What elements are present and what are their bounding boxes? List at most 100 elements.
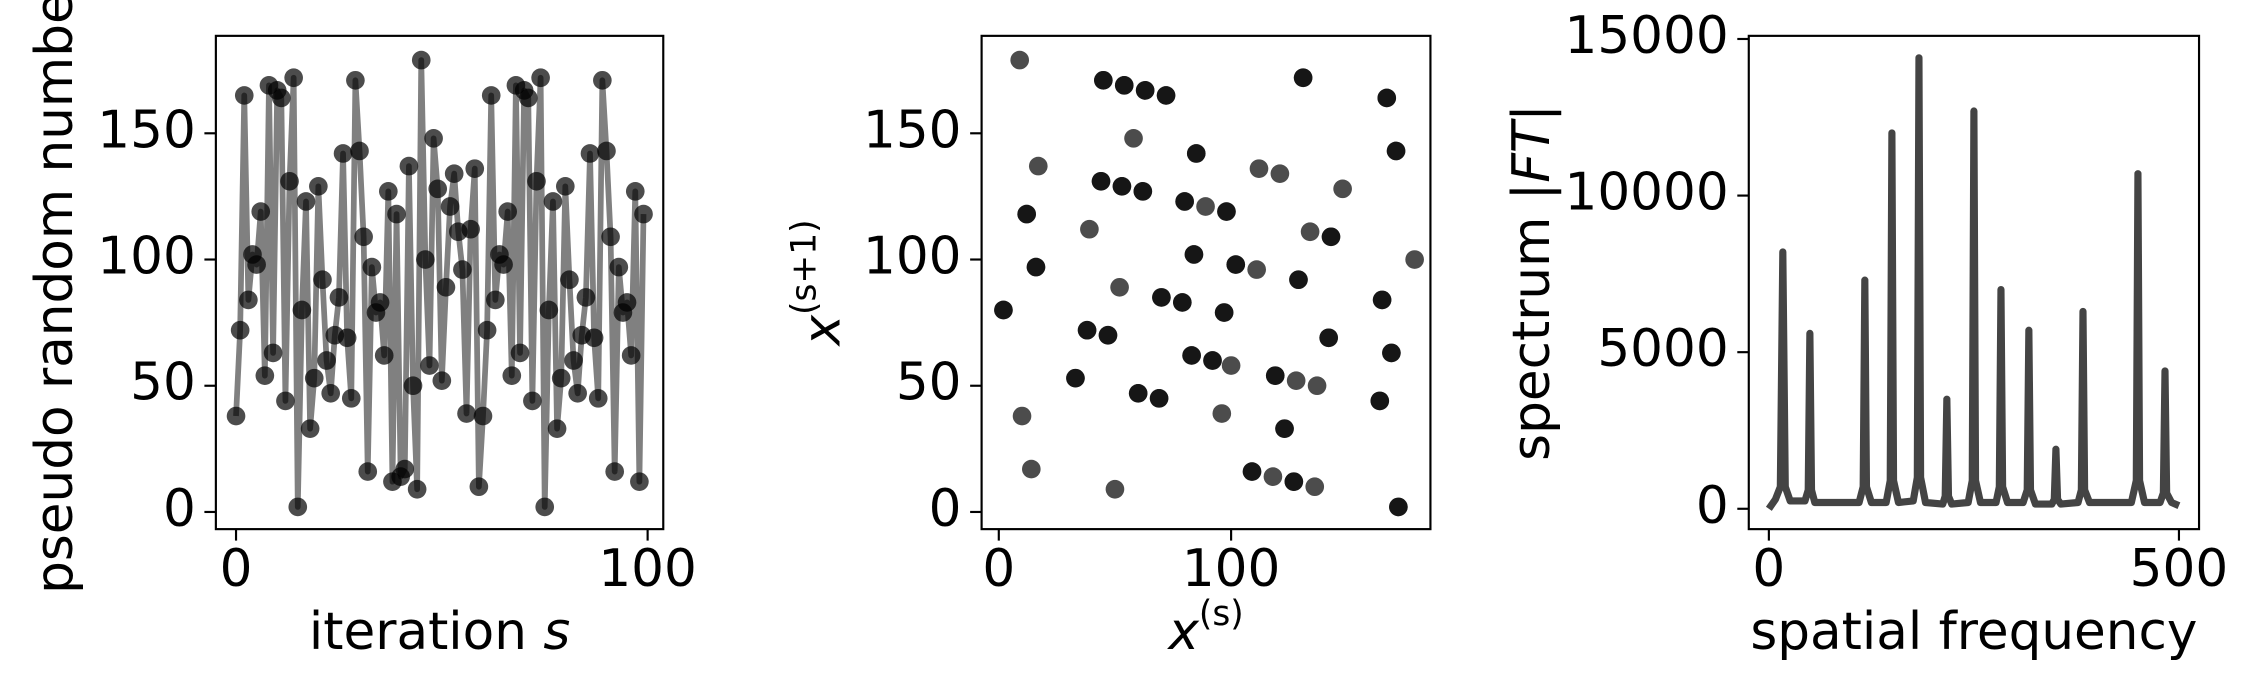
point: [1182, 346, 1201, 365]
y-tick-label: 0: [1696, 476, 1729, 536]
point: [304, 368, 324, 388]
point: [358, 462, 378, 481]
y-tick-label: 50: [896, 353, 962, 413]
y-tick-label: 5000: [1597, 319, 1728, 379]
point: [1212, 404, 1232, 423]
point: [1226, 255, 1246, 274]
point: [263, 343, 283, 363]
y-tick-label: 100: [863, 227, 962, 287]
point: [1321, 227, 1341, 247]
point: [1017, 204, 1036, 224]
point: [1307, 376, 1327, 396]
point: [1217, 202, 1236, 221]
point: [271, 88, 291, 108]
point: [247, 255, 266, 274]
y-tick-label: 0: [163, 479, 196, 539]
point: [1203, 351, 1222, 370]
label-part: iteration: [309, 602, 543, 662]
point: [1247, 260, 1266, 279]
point: [411, 50, 431, 70]
label-part: |: [1502, 104, 1562, 121]
point: [444, 164, 464, 184]
point: [453, 260, 472, 279]
point: [1293, 68, 1313, 88]
point: [527, 171, 546, 191]
point: [1028, 156, 1048, 176]
point: [1289, 270, 1308, 290]
point: [440, 197, 460, 216]
point: [457, 404, 476, 423]
point: [362, 257, 382, 277]
point: [593, 70, 612, 90]
point: [1066, 368, 1085, 388]
point: [424, 129, 443, 148]
point: [477, 320, 497, 340]
point: [251, 202, 271, 221]
point: [230, 320, 250, 340]
point: [1094, 70, 1113, 90]
point: [284, 68, 303, 88]
point: [994, 300, 1013, 320]
y-tick-label: 10000: [1565, 163, 1729, 223]
point: [1128, 383, 1148, 403]
point: [1124, 129, 1143, 148]
point: [370, 293, 390, 312]
y-tick-label: 0: [929, 479, 962, 539]
point: [1114, 76, 1134, 95]
line: [1765, 54, 2181, 511]
point: [510, 343, 530, 363]
point: [428, 179, 448, 199]
point: [1010, 50, 1030, 70]
point: [1077, 320, 1097, 340]
point: [469, 477, 489, 497]
point: [531, 68, 550, 88]
point: [1173, 293, 1192, 312]
point: [539, 300, 559, 320]
x-tick-label: 100: [1182, 539, 1281, 599]
point: [1275, 419, 1294, 438]
point: [317, 351, 336, 370]
point: [580, 144, 600, 163]
point: [481, 86, 501, 105]
point: [551, 368, 571, 388]
point: [416, 250, 435, 269]
point: [321, 383, 341, 403]
axis-label: iteration s: [309, 602, 570, 662]
point: [634, 204, 653, 224]
point: [605, 462, 625, 481]
point: [630, 472, 649, 491]
point: [597, 141, 616, 161]
y-tick-label: 15000: [1565, 6, 1729, 66]
point: [239, 290, 258, 310]
point: [1270, 164, 1290, 184]
point: [280, 171, 299, 191]
y-tick-label: 100: [97, 227, 196, 287]
point: [1149, 389, 1169, 408]
axes-frame: [1747, 34, 2201, 531]
point: [1135, 81, 1155, 100]
point: [374, 346, 394, 365]
point: [1265, 366, 1285, 385]
y-tick-label: 50: [130, 353, 196, 413]
point: [1196, 197, 1215, 216]
label-part: spatial frequency: [1750, 602, 2197, 662]
point: [473, 406, 493, 426]
label-part: s: [543, 602, 570, 662]
y-tick-label: 150: [863, 100, 962, 160]
point: [518, 88, 538, 108]
x-tick-label: 100: [598, 539, 697, 599]
point: [1021, 459, 1041, 479]
point: [609, 257, 629, 277]
label-part: x: [1166, 602, 1199, 662]
point: [337, 328, 357, 348]
point: [1026, 257, 1046, 277]
point: [1098, 325, 1118, 345]
point: [333, 144, 353, 163]
point: [1370, 391, 1390, 411]
point: [555, 176, 575, 196]
point: [543, 192, 563, 211]
point: [226, 406, 246, 426]
axis-label: spatial frequency: [1750, 602, 2197, 662]
axis-label: x(s+1): [784, 219, 853, 347]
